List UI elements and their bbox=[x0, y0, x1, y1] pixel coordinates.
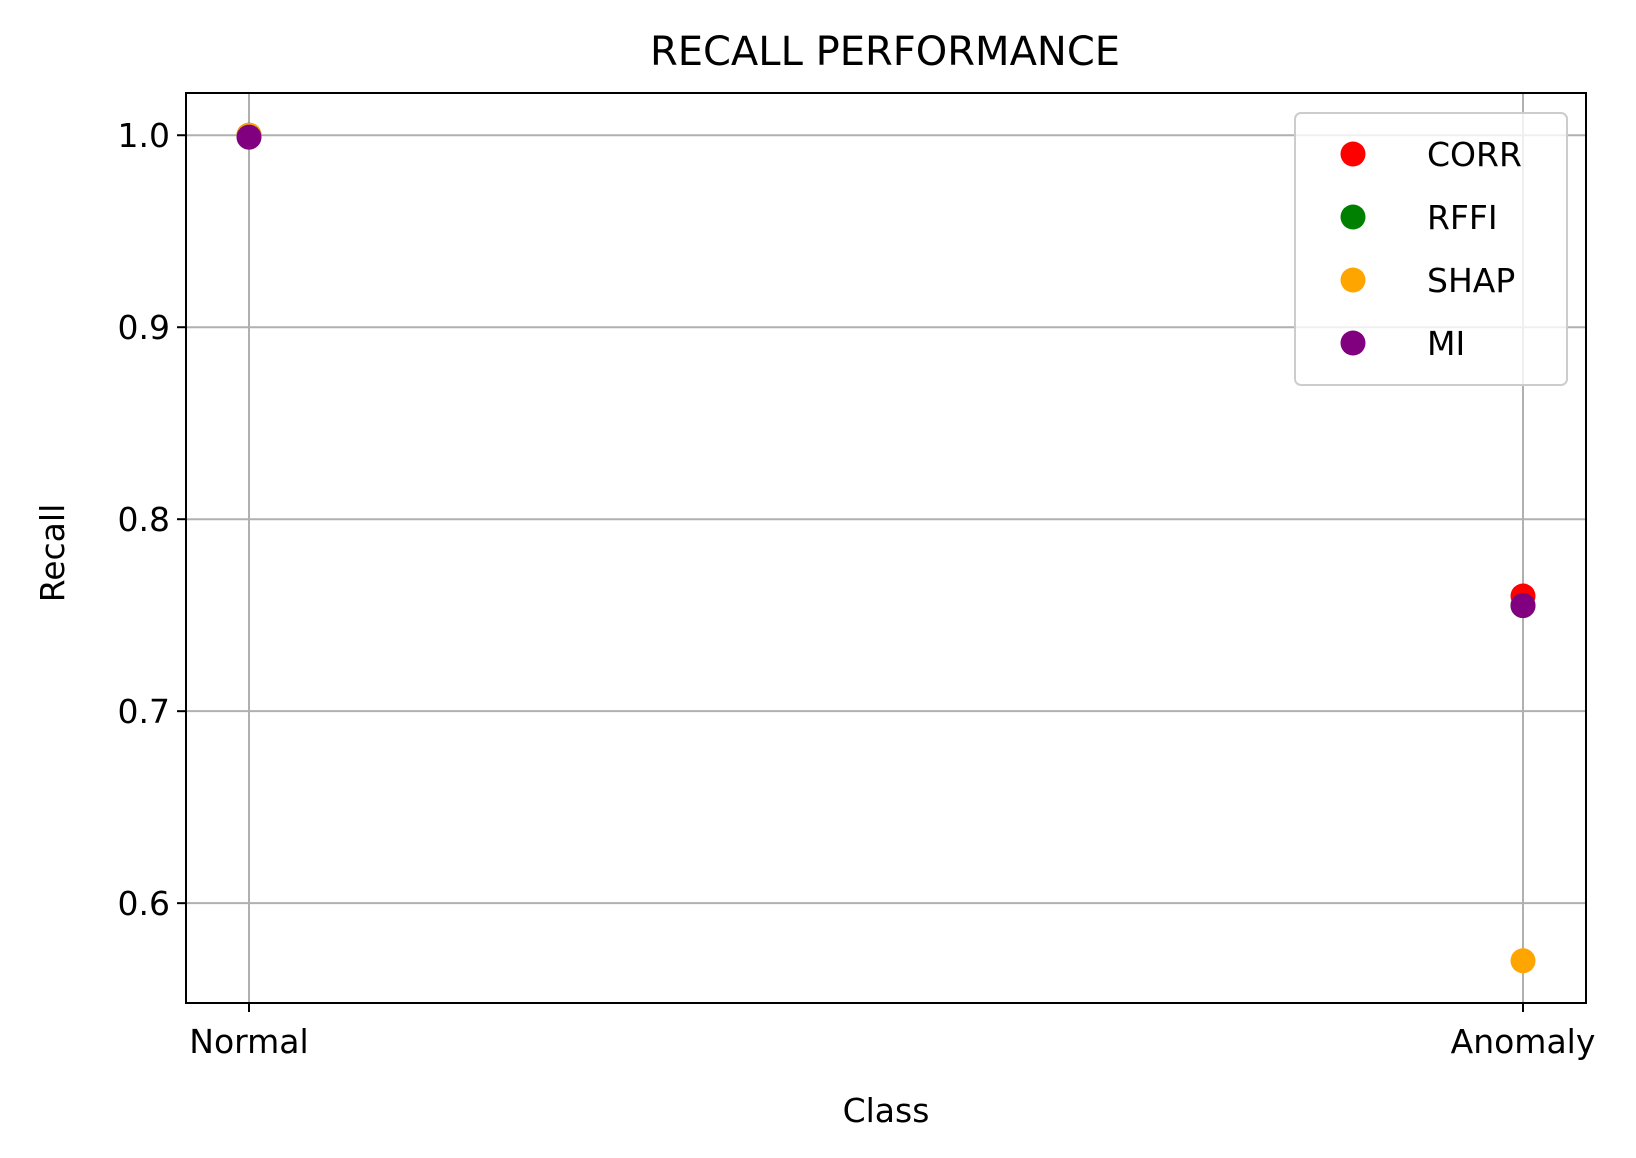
legend-marker-shap bbox=[1340, 267, 1366, 293]
legend-label-corr: CORR bbox=[1427, 135, 1522, 174]
legend-marker-corr bbox=[1340, 141, 1366, 167]
y-tick-label: 0.6 bbox=[118, 884, 170, 923]
legend-label-rffi: RFFI bbox=[1427, 198, 1498, 237]
y-axis-label: Recall bbox=[33, 504, 72, 602]
legend-label-shap: SHAP bbox=[1427, 261, 1515, 300]
x-tick-label: Normal bbox=[189, 1022, 308, 1061]
chart-title: RECALL PERFORMANCE bbox=[650, 29, 1120, 75]
data-point-shap-anomaly bbox=[1510, 948, 1536, 974]
y-tick-label: 1.0 bbox=[118, 116, 170, 155]
x-axis-label: Class bbox=[843, 1091, 930, 1130]
legend-marker-mi bbox=[1340, 330, 1366, 356]
y-tick-label: 0.9 bbox=[118, 308, 170, 347]
axis-ticks: 0.6 0.7 0.8 0.9 1.0 Normal Anomaly bbox=[118, 116, 1596, 1061]
x-tick-label: Anomaly bbox=[1451, 1022, 1596, 1061]
data-point-mi-anomaly bbox=[1510, 593, 1536, 619]
legend-box bbox=[1294, 112, 1568, 386]
data-points bbox=[236, 122, 1536, 974]
data-point-mi-normal bbox=[236, 124, 262, 150]
legend-marker-rffi bbox=[1340, 204, 1366, 230]
y-tick-label: 0.8 bbox=[118, 500, 170, 539]
y-tick-label: 0.7 bbox=[118, 692, 170, 731]
legend-label-mi: MI bbox=[1427, 324, 1465, 363]
plot-frame bbox=[185, 92, 1587, 1004]
legend: CORR RFFI SHAP MI bbox=[1294, 112, 1568, 386]
